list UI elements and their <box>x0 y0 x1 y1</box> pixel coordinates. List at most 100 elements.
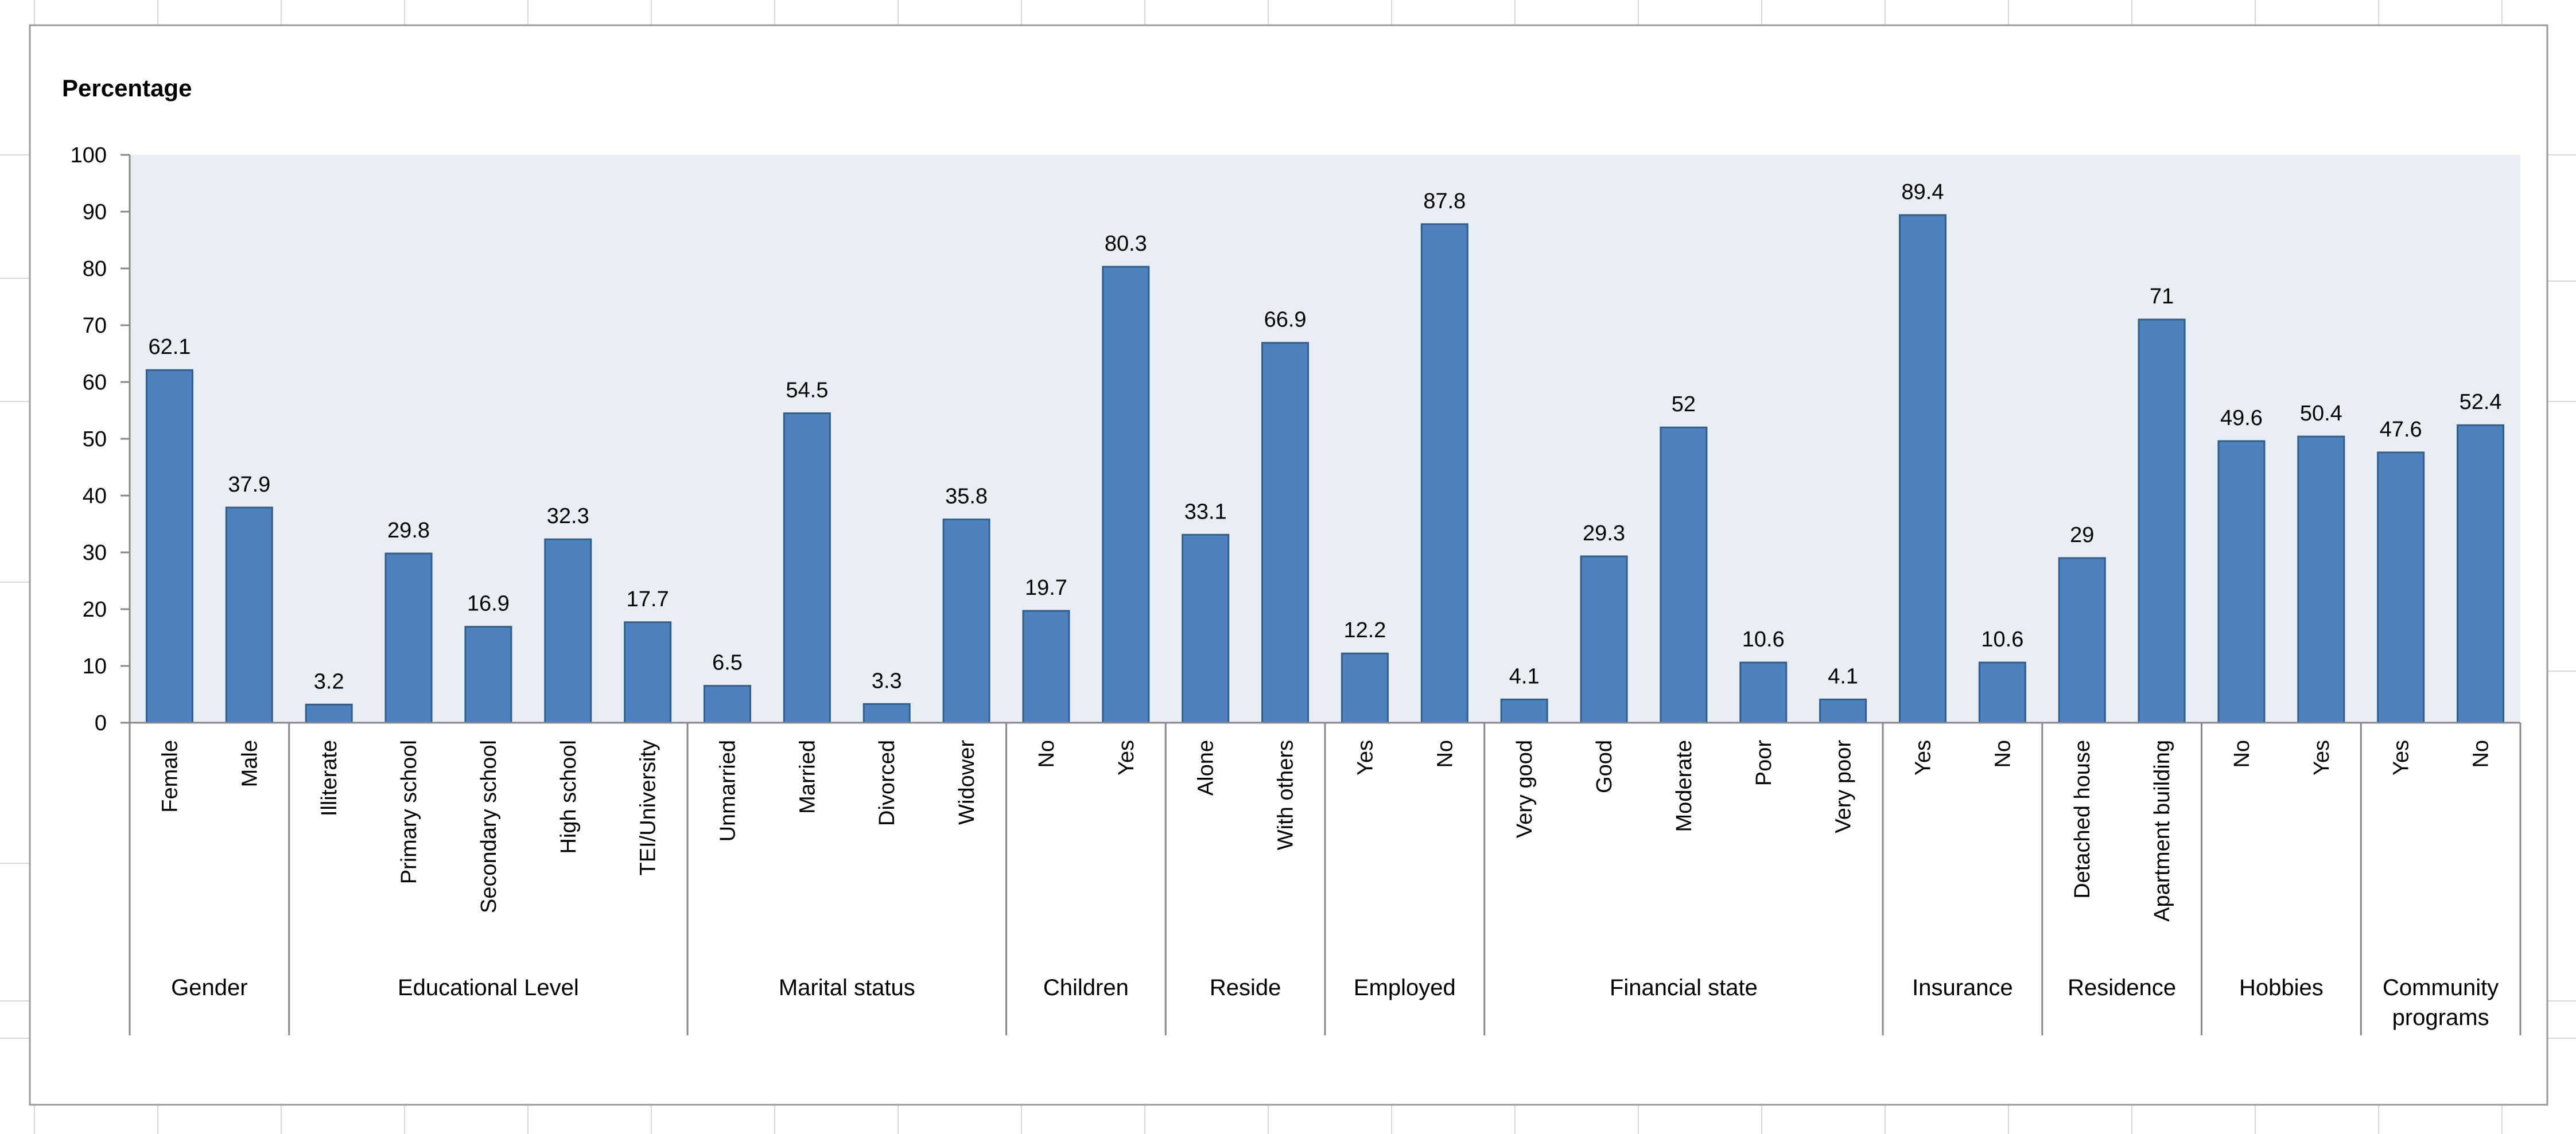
data-label: 37.9 <box>228 473 270 497</box>
data-label: 35.8 <box>945 485 988 509</box>
category-label: Divorced <box>875 740 899 826</box>
category-label: Very poor <box>1832 740 1856 833</box>
bar <box>544 538 592 724</box>
category-label: TEI/University <box>636 740 660 875</box>
bar <box>1899 214 1946 724</box>
data-label: 87.8 <box>1423 189 1466 213</box>
category-label: Moderate <box>1672 740 1696 832</box>
bar <box>2138 318 2186 724</box>
category-label: Alone <box>1194 740 1218 796</box>
y-tick-label: 40 <box>83 484 107 508</box>
category-label: Yes <box>2310 740 2334 776</box>
y-tick-label: 0 <box>95 711 107 735</box>
bar <box>1261 342 1310 724</box>
bar <box>1660 426 1708 724</box>
category-label: Female <box>158 740 182 813</box>
bar <box>2377 451 2425 724</box>
data-label: 71 <box>2150 285 2174 309</box>
bar <box>2217 440 2266 724</box>
y-tick-label: 50 <box>83 427 107 451</box>
bar <box>1341 652 1389 724</box>
y-tick-label: 70 <box>83 314 107 338</box>
group-label: Children <box>1043 975 1129 1000</box>
bar <box>384 552 433 724</box>
group-label: Reside <box>1210 975 1281 1000</box>
data-label: 49.6 <box>2220 406 2263 430</box>
bar <box>2297 435 2345 724</box>
category-label: Poor <box>1752 740 1776 786</box>
bar <box>1978 661 2026 724</box>
data-label: 50.4 <box>2300 402 2342 426</box>
group-label: Financial state <box>1610 975 1758 1000</box>
category-label: Unmarried <box>716 740 740 841</box>
group-label: Insurance <box>1912 975 2013 1000</box>
data-label: 3.2 <box>314 669 344 693</box>
y-tick-label: 90 <box>83 200 107 224</box>
category-label: Yes <box>1114 740 1139 776</box>
plot-area <box>130 155 2520 723</box>
bar <box>624 621 672 724</box>
data-label: 17.7 <box>627 587 669 611</box>
data-label: 89.4 <box>1902 180 1944 204</box>
category-label: No <box>2469 740 2493 768</box>
data-label: 80.3 <box>1105 232 1147 256</box>
y-tick-label: 60 <box>83 371 107 395</box>
data-label: 52 <box>1672 392 1696 416</box>
data-label: 3.3 <box>872 669 902 693</box>
y-tick-label: 10 <box>83 654 107 679</box>
data-label: 10.6 <box>1981 628 2023 652</box>
group-label: Marital status <box>779 975 915 1000</box>
bar <box>862 703 911 724</box>
y-tick-label: 100 <box>71 143 107 167</box>
data-label: 12.2 <box>1343 618 1386 642</box>
bar <box>1739 661 1788 724</box>
category-label: No <box>1991 740 2015 768</box>
category-label: Yes <box>1911 740 1936 776</box>
category-label: Married <box>795 740 819 814</box>
category-label: Yes <box>1353 740 1377 776</box>
group-label: Residence <box>2068 975 2176 1000</box>
data-label: 32.3 <box>547 504 589 528</box>
bar <box>145 369 193 724</box>
bar <box>1182 533 1230 724</box>
data-label: 33.1 <box>1184 500 1227 524</box>
bars <box>145 214 2505 724</box>
data-label: 10.6 <box>1742 628 1785 652</box>
category-label: Very good <box>1513 740 1537 838</box>
category-label: No <box>2230 740 2254 768</box>
bar <box>1819 698 1867 724</box>
data-label: 16.9 <box>467 592 510 616</box>
bar <box>942 519 990 724</box>
group-label: Hobbies <box>2239 975 2324 1000</box>
y-axis: 0 10 20 30 40 50 60 70 80 90 100 <box>71 143 131 735</box>
category-axis: Female Male Gender Illiterate Primary school… <box>129 722 2521 1035</box>
data-label: 29.3 <box>1583 521 1625 545</box>
bar <box>464 626 512 724</box>
bar <box>1580 555 1628 724</box>
category-label: No <box>1035 740 1059 768</box>
data-label: 66.9 <box>1264 308 1307 332</box>
bar <box>1102 266 1150 724</box>
y-tick-label: 30 <box>83 541 107 565</box>
data-label: 52.4 <box>2460 390 2502 414</box>
group-label: Employed <box>1354 975 1456 1000</box>
y-tick-label: 80 <box>83 257 107 281</box>
category-label: High school <box>557 740 581 854</box>
group-label: Gender <box>171 975 247 1000</box>
data-label: 47.6 <box>2380 418 2422 442</box>
category-label: Good <box>1592 740 1617 793</box>
bar <box>1500 698 1548 724</box>
group-label: Educational Level <box>398 975 579 1000</box>
category-label: Widower <box>955 740 979 825</box>
bar <box>305 703 353 724</box>
category-label: Apartment building <box>2150 740 2174 922</box>
data-label: 29.8 <box>387 519 430 543</box>
category-label: Illiterate <box>317 740 341 816</box>
y-tick-label: 20 <box>83 598 107 622</box>
category-label: Detached house <box>2070 740 2095 899</box>
data-label: 4.1 <box>1828 664 1858 688</box>
bar <box>1022 610 1070 724</box>
category-label: Primary school <box>397 740 421 884</box>
